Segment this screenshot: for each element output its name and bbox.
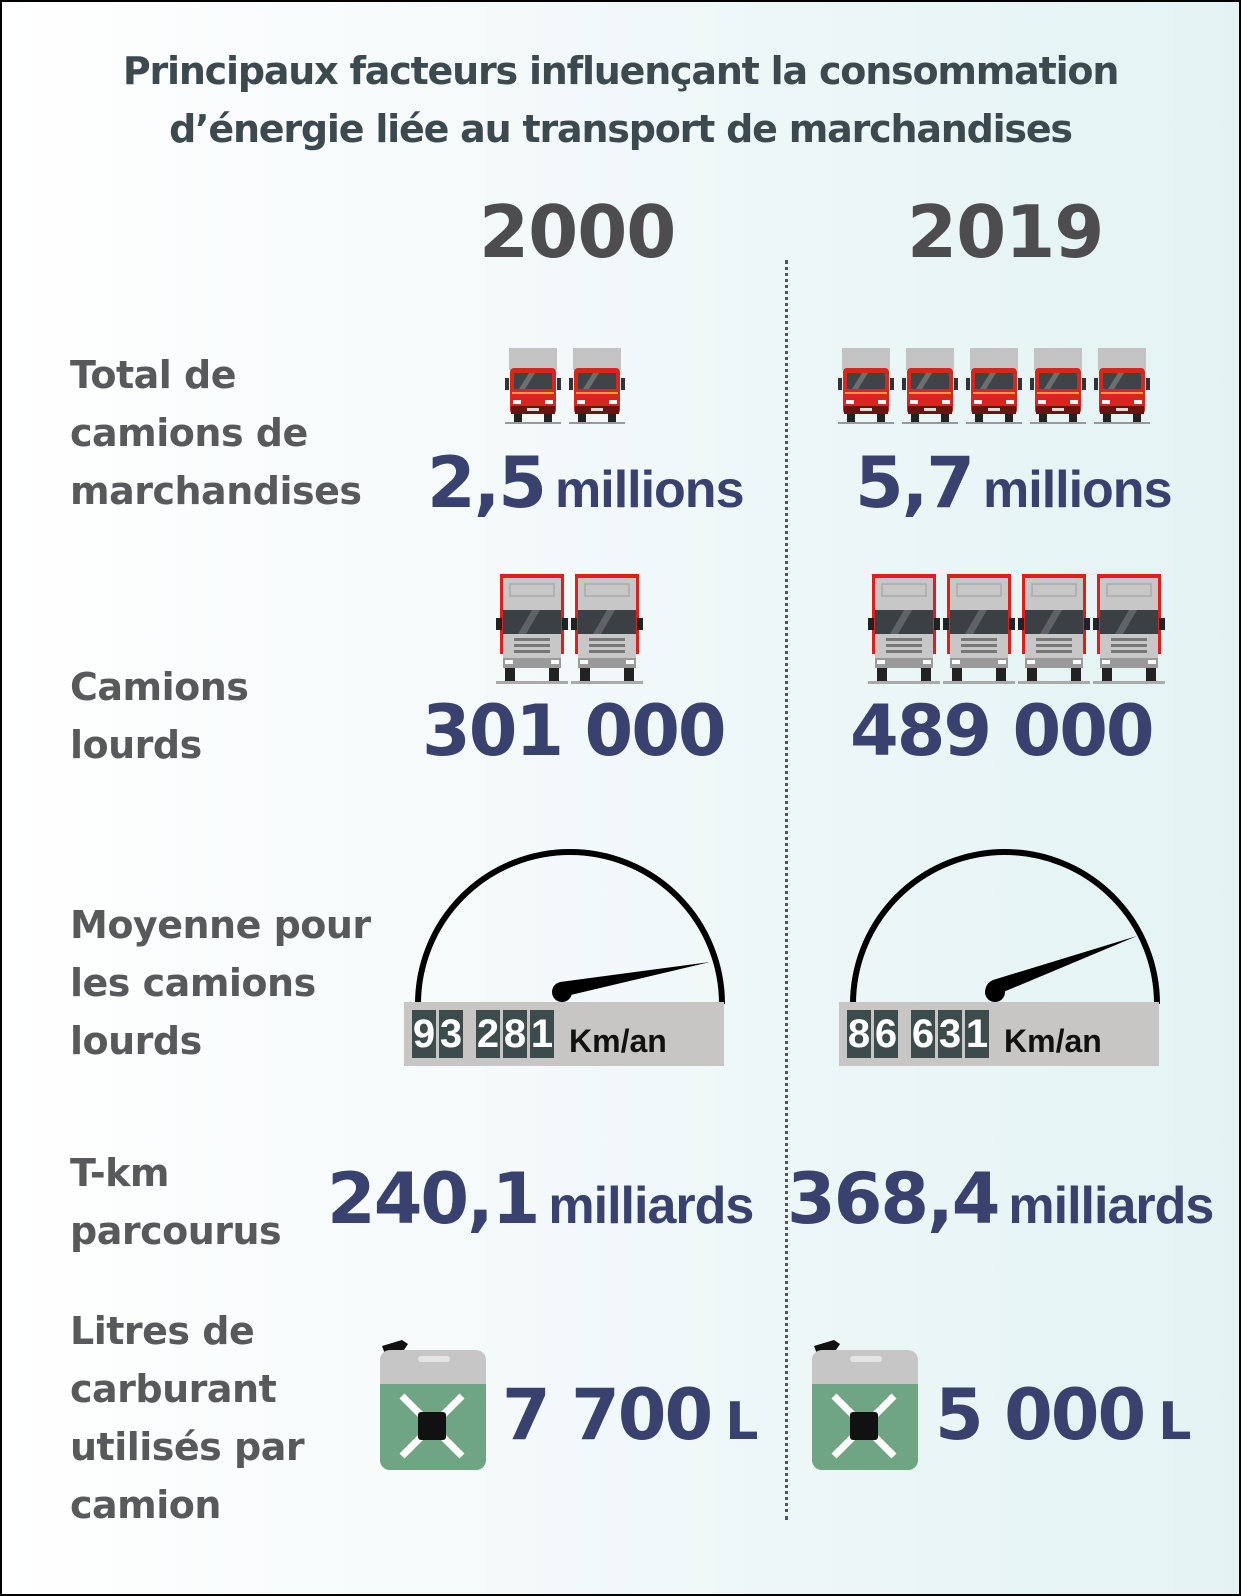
title-line-2: d’énergie liée au transport de marchandi… bbox=[169, 107, 1073, 151]
speedometer-icon bbox=[415, 849, 725, 1005]
heavy-truck-icon bbox=[943, 574, 1015, 684]
label-average-km: Moyenne pour les camions lourds bbox=[70, 903, 371, 1063]
unit-km-per-year: Km/an bbox=[1004, 1022, 1102, 1059]
light-truck-icon bbox=[902, 348, 958, 424]
heavy-trucks-2019 bbox=[868, 574, 1165, 684]
heavy-truck-icon bbox=[1093, 574, 1165, 684]
jerrycan-icon bbox=[378, 1340, 488, 1470]
value-total-trucks-2019: 5,7 millions bbox=[855, 442, 1173, 524]
light-truck-icon bbox=[569, 348, 625, 424]
year-2019-header: 2019 bbox=[907, 190, 1104, 274]
label-fuel-litres: Litres de carburant utilisés par camion bbox=[70, 1309, 305, 1527]
value-fuel-2000: 7 700 L bbox=[502, 1374, 759, 1456]
speedometer-icon bbox=[850, 849, 1160, 1005]
value-tonne-km-2000: 240,1 milliards bbox=[327, 1158, 754, 1240]
value-tonne-km-2019: 368,4 milliards bbox=[787, 1158, 1214, 1240]
value-fuel-2019: 5 000 L bbox=[935, 1374, 1192, 1456]
light-truck-icon bbox=[1030, 348, 1086, 424]
year-2000-header: 2000 bbox=[479, 190, 676, 274]
heavy-truck-icon bbox=[496, 574, 568, 684]
light-truck-icon bbox=[966, 348, 1022, 424]
odometer-2000: 9 3 2 8 1 Km/an bbox=[404, 1002, 724, 1066]
column-divider bbox=[785, 260, 788, 1520]
label-heavy-trucks: Camions lourds bbox=[70, 665, 249, 767]
jerrycan-icon bbox=[810, 1340, 920, 1470]
light-trucks-2000 bbox=[505, 348, 625, 424]
heavy-truck-icon bbox=[868, 574, 940, 684]
light-truck-icon bbox=[838, 348, 894, 424]
page-title: Principaux facteurs influençant la conso… bbox=[2, 42, 1239, 158]
value-heavy-trucks-2000: 301 000 bbox=[422, 690, 727, 772]
label-total-trucks: Total de camions de marchandises bbox=[70, 353, 362, 513]
light-truck-icon bbox=[505, 348, 561, 424]
light-truck-icon bbox=[1094, 348, 1150, 424]
odometer-2019: 8 6 6 3 1 Km/an bbox=[839, 1002, 1159, 1066]
title-line-1: Principaux facteurs influençant la conso… bbox=[122, 49, 1120, 93]
heavy-trucks-2000 bbox=[496, 574, 643, 684]
heavy-truck-icon bbox=[1018, 574, 1090, 684]
light-trucks-2019 bbox=[838, 348, 1150, 424]
value-heavy-trucks-2019: 489 000 bbox=[850, 690, 1155, 772]
heavy-truck-icon bbox=[571, 574, 643, 684]
label-tonne-km: T-km parcourus bbox=[70, 1151, 282, 1253]
unit-km-per-year: Km/an bbox=[569, 1022, 667, 1059]
value-total-trucks-2000: 2,5 millions bbox=[427, 442, 745, 524]
